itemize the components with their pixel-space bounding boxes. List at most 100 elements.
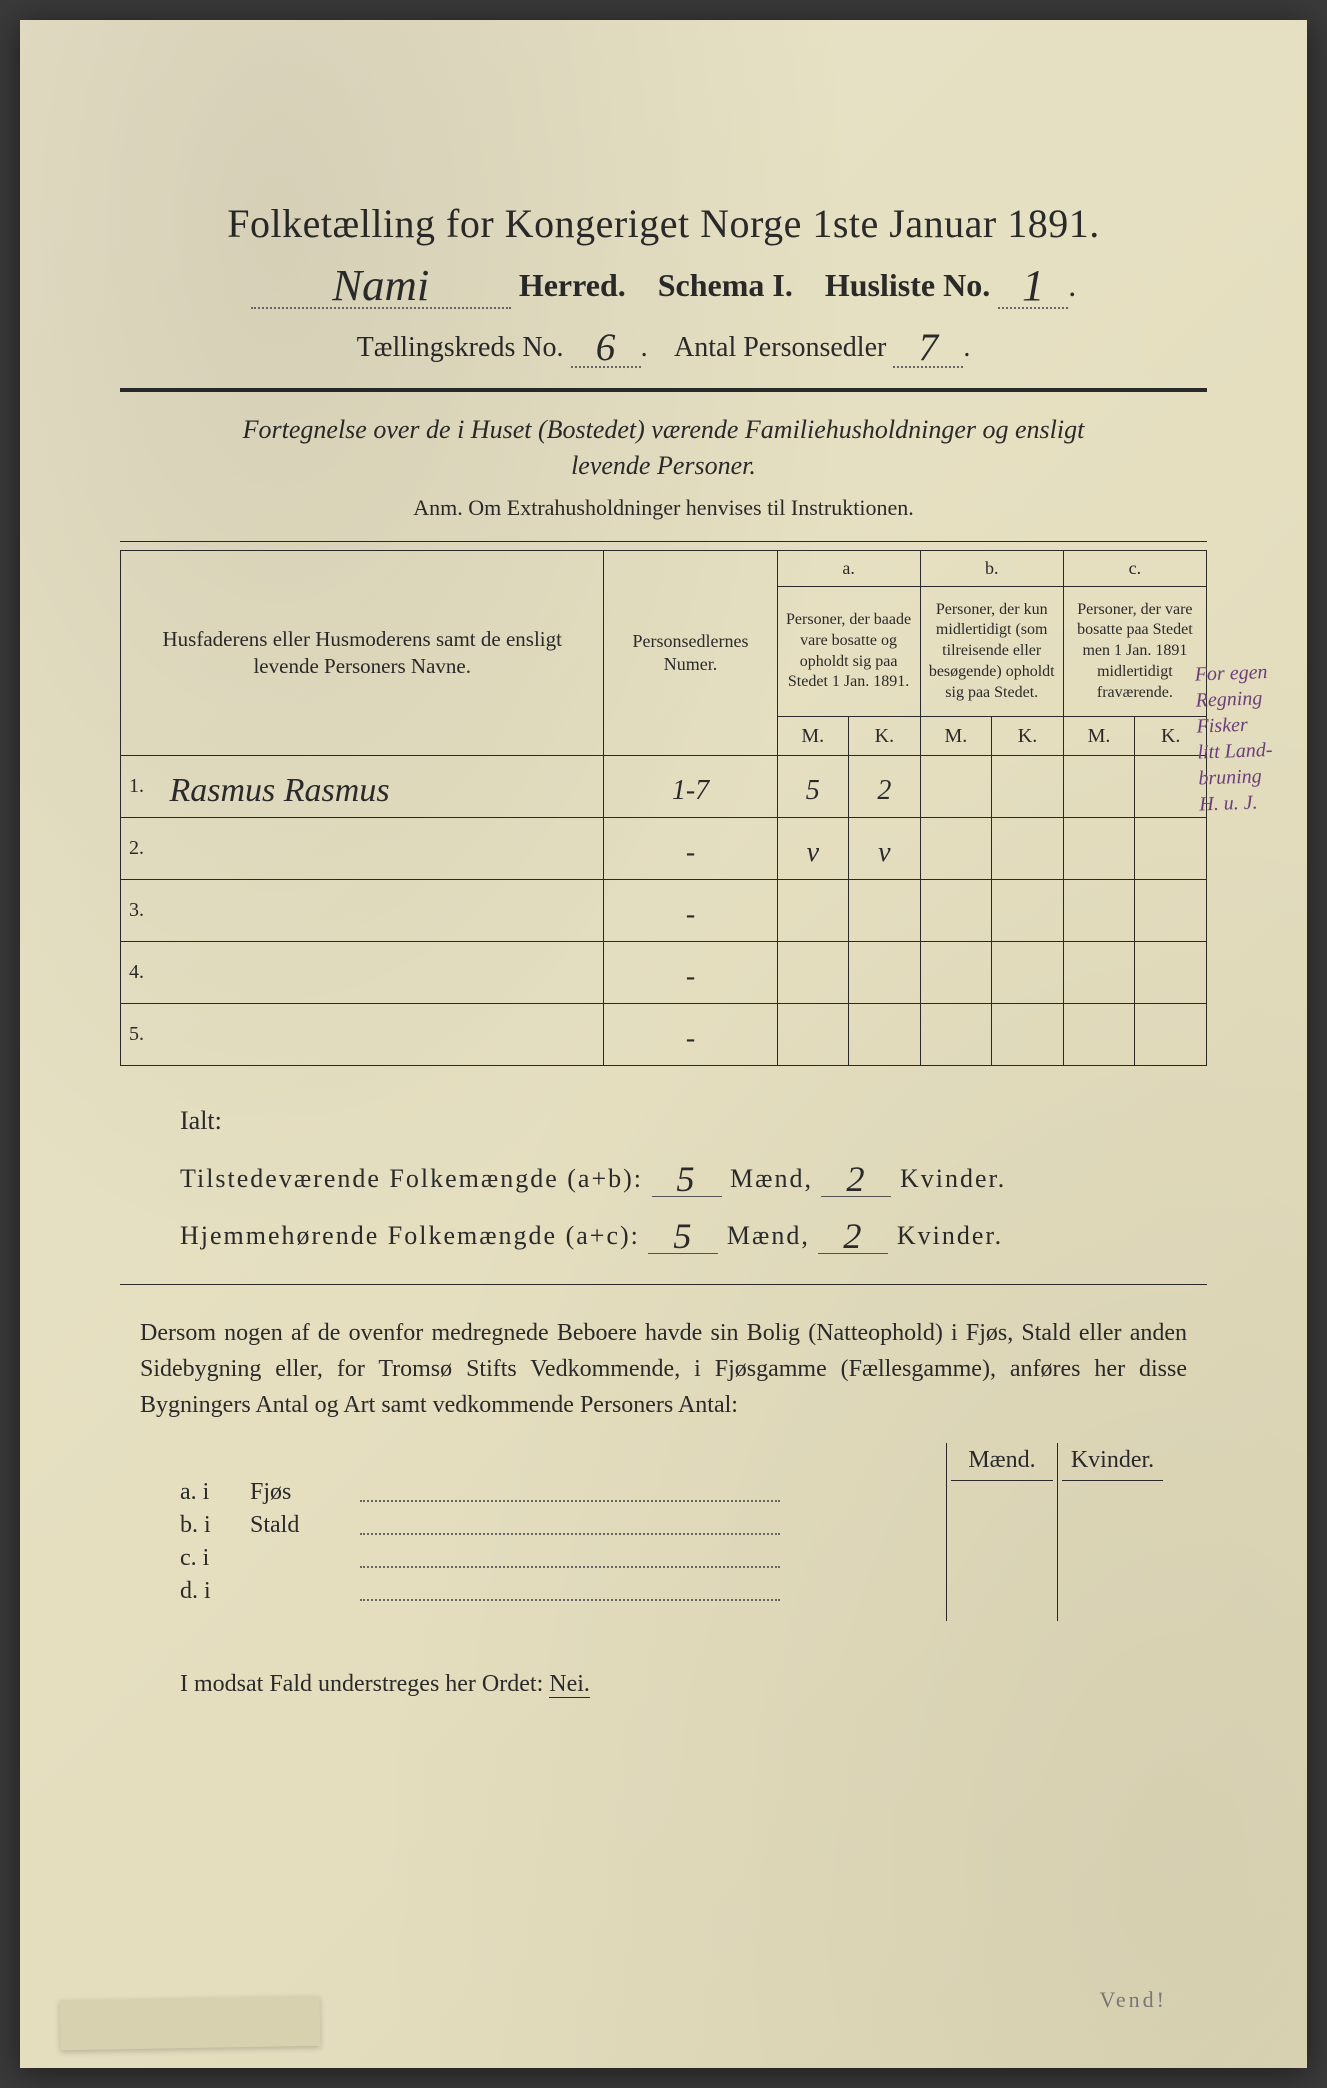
row-a-m: 5 bbox=[777, 756, 849, 818]
total-present: Tilstedeværende Folkemængde (a+b): 5 Mæn… bbox=[180, 1154, 1207, 1197]
col-a-header: Personer, der baade vare bosatte og opho… bbox=[777, 587, 920, 717]
col-a-k: K. bbox=[849, 717, 921, 756]
row-b-m bbox=[920, 880, 992, 942]
total-resident: Hjemmehørende Folkemængde (a+c): 5 Mænd,… bbox=[180, 1211, 1207, 1254]
row-c-m bbox=[1063, 756, 1135, 818]
row-sedler: - bbox=[604, 942, 777, 1004]
total-resident-m: 5 bbox=[673, 1216, 693, 1256]
row-num: 5. bbox=[121, 1004, 162, 1066]
main-title: Folketælling for Kongeriget Norge 1ste J… bbox=[120, 200, 1207, 247]
row-a-m bbox=[777, 1004, 849, 1066]
row-b-k bbox=[992, 880, 1064, 942]
col1-header-text: Husfaderens eller Husmoderens samt de en… bbox=[129, 614, 595, 693]
col-c-label: c. bbox=[1063, 550, 1206, 586]
torn-paper-overlay bbox=[60, 1996, 321, 2051]
table-row: 1.Rasmus Rasmus1-752 bbox=[121, 756, 1207, 818]
personsedler-value: 7 bbox=[919, 326, 939, 369]
subtitle: Fortegnelse over de i Huset (Bostedet) v… bbox=[120, 412, 1207, 485]
total-present-label: Tilstedeværende Folkemængde (a+b): bbox=[180, 1164, 643, 1193]
divider bbox=[120, 1284, 1207, 1285]
col-b-m: M. bbox=[920, 717, 992, 756]
row-sedler: - bbox=[604, 818, 777, 880]
row-c-m bbox=[1063, 942, 1135, 1004]
row-a-k bbox=[849, 880, 921, 942]
row-c-m bbox=[1063, 880, 1135, 942]
anm-note: Anm. Om Extrahusholdninger henvises til … bbox=[120, 495, 1207, 521]
row-b-m bbox=[920, 1004, 992, 1066]
col-b-header: Personer, der kun midlertidigt (som tilr… bbox=[920, 587, 1063, 717]
row-a-k: v bbox=[849, 818, 921, 880]
row-name bbox=[161, 818, 603, 880]
row-c-k bbox=[1135, 880, 1207, 942]
side-kvinder-header: Kvinder. bbox=[1062, 1447, 1163, 1481]
schema-label: Schema I. bbox=[658, 267, 793, 303]
subtitle-line1: Fortegnelse over de i Huset (Bostedet) v… bbox=[243, 415, 1085, 444]
personsedler-label: Antal Personsedler bbox=[674, 332, 886, 363]
vend-label: Vend! bbox=[1099, 1987, 1167, 2013]
row-num: 4. bbox=[121, 942, 162, 1004]
table-row: 2.-vv bbox=[121, 818, 1207, 880]
subtitle-line2: levende Personer. bbox=[571, 451, 756, 480]
census-table: Husfaderens eller Husmoderens samt de en… bbox=[120, 550, 1207, 1066]
row-b-k bbox=[992, 942, 1064, 1004]
kreds-line: Tællingskreds No. 6. Antal Personsedler … bbox=[120, 321, 1207, 368]
side-row: d. i bbox=[180, 1578, 946, 1605]
row-name bbox=[161, 1004, 603, 1066]
ialt-label: Ialt: bbox=[180, 1106, 1207, 1136]
side-row: a. iFjøs bbox=[180, 1479, 946, 1506]
kvinder-label: Kvinder. bbox=[900, 1164, 1006, 1193]
divider bbox=[120, 541, 1207, 542]
row-b-m bbox=[920, 818, 992, 880]
kvinder-label: Kvinder. bbox=[897, 1221, 1003, 1250]
side-row: c. i bbox=[180, 1545, 946, 1572]
row-num: 3. bbox=[121, 880, 162, 942]
herred-label: Herred. bbox=[519, 267, 626, 303]
row-num: 1. bbox=[121, 756, 162, 818]
col-sedler-header: Personsedlernes Numer. bbox=[604, 550, 777, 755]
total-resident-label: Hjemmehørende Folkemængde (a+c): bbox=[180, 1221, 640, 1250]
census-document: Folketælling for Kongeriget Norge 1ste J… bbox=[20, 20, 1307, 2068]
side-row: b. iStald bbox=[180, 1512, 946, 1539]
total-present-k: 2 bbox=[846, 1159, 866, 1199]
row-b-k bbox=[992, 818, 1064, 880]
row-c-k bbox=[1135, 1004, 1207, 1066]
total-present-m: 5 bbox=[676, 1159, 696, 1199]
table-row: 5. - bbox=[121, 1004, 1207, 1066]
row-a-k: 2 bbox=[849, 756, 921, 818]
totals-section: Ialt: Tilstedeværende Folkemængde (a+b):… bbox=[180, 1106, 1207, 1254]
col-c-m: M. bbox=[1063, 717, 1135, 756]
divider bbox=[120, 388, 1207, 392]
row-name bbox=[161, 880, 603, 942]
row-sedler: - bbox=[604, 880, 777, 942]
row-a-m: v bbox=[777, 818, 849, 880]
row-b-m bbox=[920, 942, 992, 1004]
row-c-m bbox=[1063, 1004, 1135, 1066]
footer-text: I modsat Fald understreges her Ordet: bbox=[180, 1671, 543, 1697]
row-b-k bbox=[992, 756, 1064, 818]
row-c-k bbox=[1135, 942, 1207, 1004]
total-resident-k: 2 bbox=[843, 1216, 863, 1256]
maend-label: Mænd, bbox=[730, 1164, 813, 1193]
row-c-k bbox=[1135, 756, 1207, 818]
row-c-k bbox=[1135, 818, 1207, 880]
col-a-m: M. bbox=[777, 717, 849, 756]
row-name bbox=[161, 942, 603, 1004]
row-b-m bbox=[920, 756, 992, 818]
row-a-m bbox=[777, 942, 849, 1004]
side-building-paragraph: Dersom nogen af de ovenfor medregnede Be… bbox=[140, 1315, 1187, 1423]
row-a-m bbox=[777, 880, 849, 942]
row-sedler: - bbox=[604, 1004, 777, 1066]
col-b-k: K. bbox=[992, 717, 1064, 756]
herred-value: Nami bbox=[332, 260, 429, 310]
col2-header-text: Personsedlernes Numer. bbox=[632, 631, 748, 674]
margin-note: For egenRegningFiskerlitt Land-bruningH.… bbox=[1194, 658, 1289, 817]
footer-line: I modsat Fald understreges her Ordet: Ne… bbox=[180, 1671, 1187, 1698]
row-num: 2. bbox=[121, 818, 162, 880]
col-b-label: b. bbox=[920, 550, 1063, 586]
row-sedler: 1-7 bbox=[604, 756, 777, 818]
nei-word: Nei. bbox=[549, 1671, 590, 1698]
row-name: Rasmus Rasmus bbox=[161, 756, 603, 818]
table-row: 4. - bbox=[121, 942, 1207, 1004]
row-a-k bbox=[849, 1004, 921, 1066]
col-names-header: Husfaderens eller Husmoderens samt de en… bbox=[121, 550, 604, 755]
